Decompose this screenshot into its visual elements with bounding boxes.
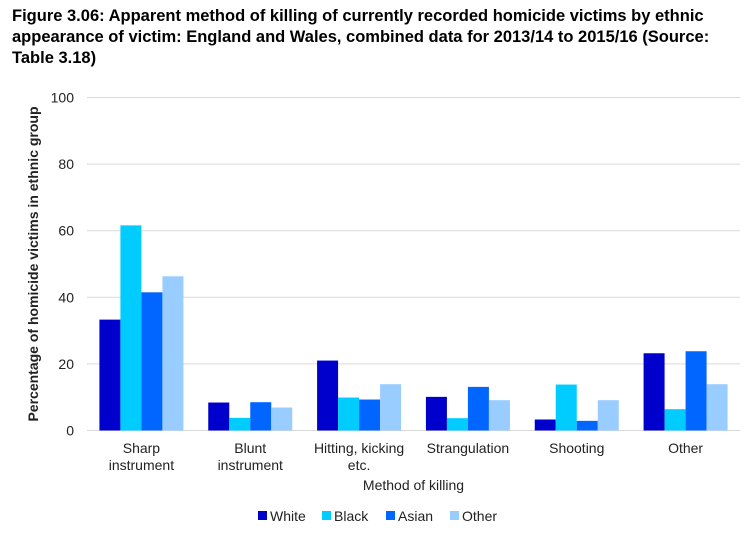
bar-other [162,276,184,431]
y-tick-label: 100 [51,90,75,106]
y-axis-title: Percentage of homicide victims in ethnic… [25,106,41,421]
x-tick-label: Blunt [234,440,266,456]
x-tick-label: Sharp [123,440,161,456]
y-tick-label: 0 [66,423,74,439]
y-tick-label: 60 [58,223,74,239]
chart-title: Figure 3.06: Apparent method of killing … [12,7,710,67]
bar-black [120,225,142,431]
bar-white [534,419,556,431]
x-tick-label: Other [668,440,703,456]
y-tick-label: 40 [58,289,74,305]
bar-other [488,400,510,431]
x-axis-title: Method of killing [363,477,464,493]
bar-asian [141,292,163,431]
x-tick-label: Strangulation [427,440,510,456]
bar-asian [576,420,598,431]
bar-asian [250,402,272,431]
legend-swatch-asian [386,511,395,520]
bar-asian [467,386,489,431]
bar-white [425,396,447,431]
bar-other [597,400,619,431]
legend-label-other: Other [462,508,497,524]
bar-black [555,384,577,431]
y-tick-label: 20 [58,356,74,372]
x-tick-label: instrument [218,457,283,473]
bar-white [208,402,230,431]
x-tick-label: etc. [348,457,371,473]
bar-asian [685,351,707,431]
bar-asian [359,399,381,431]
bar-other [271,407,293,431]
x-tick-label: Hitting, kicking [314,440,404,456]
legend-label-black: Black [334,508,369,524]
legend-swatch-black [322,511,331,520]
bar-black [338,397,360,431]
legend-swatch-white [258,511,267,520]
bar-black [446,418,468,431]
bar-white [99,319,121,431]
x-tick-label: instrument [109,457,174,473]
legend-swatch-other [450,511,459,520]
legend-label-asian: Asian [398,508,433,524]
y-tick-label: 80 [58,156,74,172]
x-tick-label: Shooting [549,440,604,456]
bar-black [664,409,686,431]
bar-white [317,360,339,431]
bar-white [643,353,665,431]
bar-other [706,384,728,431]
legend-label-white: White [270,508,306,524]
bar-black [229,417,251,431]
bar-other [380,384,402,431]
